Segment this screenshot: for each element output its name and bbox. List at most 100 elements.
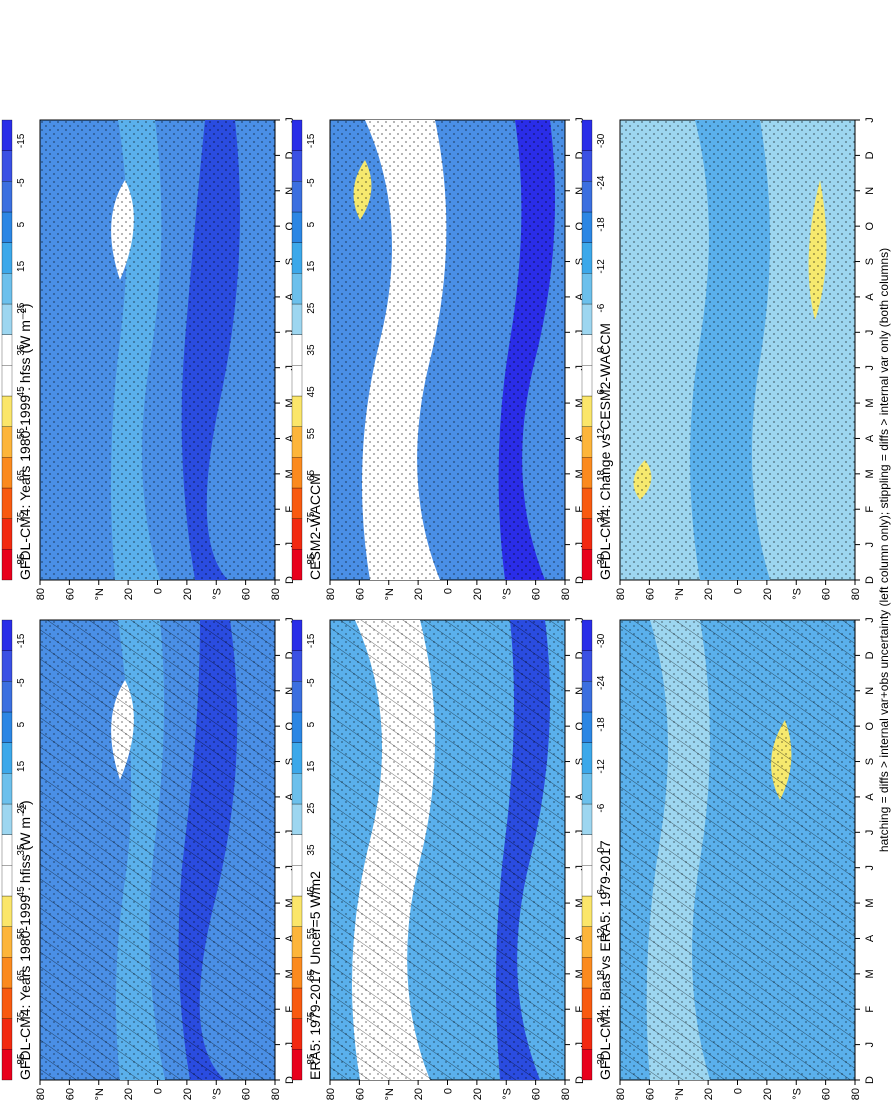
x-tick-label: J: [284, 617, 296, 623]
y-tick-label: °N: [384, 1088, 396, 1100]
y-tick-label: °S: [791, 1088, 803, 1100]
y-tick-label: °N: [674, 588, 686, 600]
colorbar-label: 6: [596, 889, 607, 895]
colorbar-label: 5: [306, 721, 317, 727]
colorbar: 30 24 18 12 6 0 -6 -12 -18 -24 -30: [581, 619, 607, 1081]
x-tick-label: J: [864, 330, 876, 336]
colorbar-label: 5: [306, 221, 317, 227]
colorbar-label: 35: [16, 344, 27, 356]
colorbar-swatch: [291, 395, 303, 427]
x-tick-label: A: [574, 293, 586, 301]
colorbar-label: 75: [306, 511, 317, 523]
x-tick-label: J: [574, 830, 586, 836]
panel-change: GFDL-CM4: Change vs CESM2-WACCM D J F M A M J J…: [581, 117, 876, 600]
panel-bias: GFDL-CM4: Bias vs ERA5: 1979-2017 D J F M A M…: [581, 617, 876, 1100]
colorbar-label: -18: [596, 217, 607, 232]
y-tick-label: 20: [472, 588, 484, 600]
colorbar-swatch: [291, 987, 303, 1019]
colorbar-label: 55: [16, 928, 27, 940]
x-tick-label: D: [864, 576, 876, 584]
colorbar: 85 75 65 55 45 35 25 15 5 -5 -15: [291, 119, 317, 581]
x-axis: D J F M A M J J A S O N D J: [565, 617, 586, 1084]
colorbar-label: -12: [596, 259, 607, 274]
y-tick-label: 60: [821, 1088, 833, 1100]
colorbar-swatch: [581, 273, 593, 305]
colorbar-label: -5: [306, 178, 317, 187]
x-tick-label: M: [284, 969, 296, 978]
colorbar-swatch: [1, 457, 13, 489]
y-tick-label: 60: [354, 588, 366, 600]
x-tick-label: J: [864, 617, 876, 623]
colorbar-swatch: [291, 457, 303, 489]
colorbar-label: -5: [16, 178, 27, 187]
x-tick-label: F: [574, 506, 586, 513]
x-axis: D J F M A M J J A S O N D J: [855, 617, 876, 1084]
colorbar: 85 75 65 55 45 35 25 15 5 -5 -15: [1, 619, 27, 1081]
colorbar-swatch: [1, 518, 13, 550]
colorbar-label: 30: [596, 1053, 607, 1065]
colorbar-label: 35: [306, 844, 317, 856]
colorbar-label: 65: [306, 469, 317, 481]
colorbar-swatch: [581, 681, 593, 713]
y-tick-label: °S: [791, 588, 803, 600]
colorbar-label: -24: [596, 175, 607, 190]
x-tick-label: A: [574, 934, 586, 942]
x-tick-label: M: [864, 898, 876, 907]
colorbar-label: 24: [596, 1011, 607, 1023]
y-tick-label: 0: [733, 1088, 745, 1094]
y-tick-label: 80: [35, 1088, 47, 1100]
colorbar-swatch: [291, 742, 303, 774]
x-tick-label: J: [284, 330, 296, 336]
colorbar-swatch: [1, 119, 13, 151]
colorbar-label: 15: [16, 260, 27, 272]
x-tick-label: O: [574, 721, 586, 730]
y-tick-label: 80: [270, 588, 282, 600]
y-tick-label: 80: [615, 588, 627, 600]
colorbar-label: 24: [596, 511, 607, 523]
colorbar-swatch: [1, 742, 13, 774]
x-tick-label: F: [864, 506, 876, 513]
panel-era5: ERA5: 1979-2017 Uncer=5 W/m2 D J F M A M J J A S O…: [291, 617, 586, 1100]
x-tick-label: O: [864, 221, 876, 230]
y-tick-label: 0: [443, 1088, 455, 1094]
y-tick-label: °N: [94, 588, 106, 600]
x-tick-label: M: [864, 469, 876, 478]
x-tick-label: J: [864, 117, 876, 123]
colorbar-swatch: [291, 549, 303, 581]
y-tick-label: 60: [821, 588, 833, 600]
colorbar-label: 15: [306, 260, 317, 272]
colorbar-swatch: [581, 834, 593, 866]
colorbar-label: 65: [16, 969, 27, 981]
y-tick-label: 20: [413, 588, 425, 600]
colorbar-swatch: [581, 211, 593, 243]
colorbar-label: 5: [16, 221, 27, 227]
colorbar-swatch: [581, 773, 593, 805]
x-tick-label: D: [864, 1076, 876, 1084]
x-tick-label: J: [864, 865, 876, 871]
x-tick-label: M: [284, 398, 296, 407]
colorbar-swatch: [581, 987, 593, 1019]
y-tick-label: 80: [850, 1088, 862, 1100]
y-tick-label: 80: [560, 1088, 572, 1100]
colorbar-label: -15: [306, 633, 317, 648]
y-tick-label: 80: [615, 1088, 627, 1100]
colorbar-swatch: [581, 334, 593, 366]
colorbar: 30 24 18 12 6 0 -6 -12 -18 -24 -30: [581, 119, 607, 581]
panel-title: GFDL-CM4: Bias vs ERA5: 1979-2017: [597, 840, 613, 1080]
x-tick-label: J: [574, 865, 586, 871]
colorbar-swatch: [581, 303, 593, 335]
colorbar-label: -15: [16, 633, 27, 648]
colorbar-label: 18: [596, 469, 607, 481]
colorbar-label: 75: [16, 511, 27, 523]
colorbar-label: -30: [596, 133, 607, 148]
x-tick-label: D: [864, 151, 876, 159]
x-tick-label: D: [574, 151, 586, 159]
colorbar: 85 75 65 55 45 35 25 15 5 -5 -15: [291, 619, 317, 1081]
colorbar-swatch: [581, 650, 593, 682]
colorbar-label: 75: [306, 1011, 317, 1023]
y-tick-label: 0: [733, 588, 745, 594]
colorbar-swatch: [1, 987, 13, 1019]
colorbar-swatch: [291, 957, 303, 989]
panel-title: ERA5: 1979-2017 Uncer=5 W/m2: [307, 871, 323, 1080]
